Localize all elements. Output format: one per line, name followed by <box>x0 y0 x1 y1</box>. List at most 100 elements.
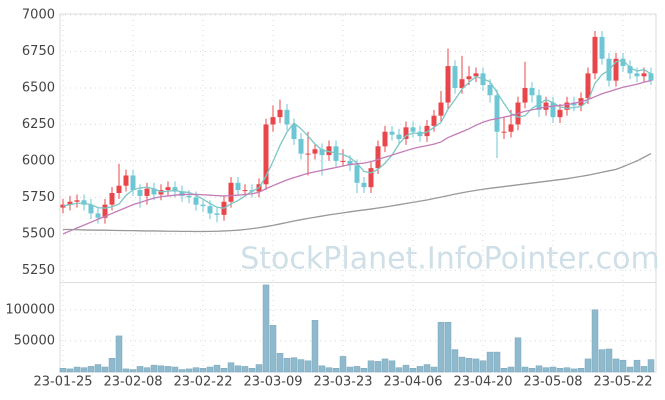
candle-body <box>438 102 444 116</box>
volume-bar <box>318 365 326 373</box>
candle-body <box>207 206 213 214</box>
candle-body <box>648 73 654 81</box>
candle-body <box>347 160 353 166</box>
candle-body <box>277 109 283 118</box>
volume-bar <box>101 366 109 373</box>
candle-body <box>571 102 577 106</box>
candle-body <box>67 201 73 205</box>
volume-bar <box>640 366 648 373</box>
volume-bar <box>395 367 403 373</box>
candle-body <box>130 175 136 191</box>
volume-bar <box>535 365 543 373</box>
candle-body <box>137 190 143 196</box>
volume-bar <box>269 325 277 373</box>
candle-body <box>193 197 199 205</box>
volume-tick-label: 100000 <box>5 302 55 317</box>
volume-bar <box>647 359 655 373</box>
candle-body <box>403 127 409 140</box>
x-tick-label: 23-03-23 <box>313 375 372 390</box>
volume-bar <box>472 358 480 373</box>
volume-bar <box>346 366 354 373</box>
candle-body <box>599 36 605 59</box>
candle-body <box>550 102 556 118</box>
candle-body <box>109 193 115 205</box>
candle-body <box>396 134 402 140</box>
volume-bar <box>325 367 333 373</box>
volume-bar <box>444 321 452 373</box>
volume-bar <box>367 360 375 373</box>
candle-body <box>326 146 332 156</box>
candle-body <box>543 102 549 110</box>
volume-bar <box>514 337 522 373</box>
volume-bar <box>423 364 431 373</box>
candle-body <box>200 204 206 207</box>
candle-body <box>235 182 241 191</box>
volume-bar <box>262 284 270 373</box>
candle-body <box>291 124 297 140</box>
volume-bar <box>59 368 67 373</box>
x-tick-label: 23-02-08 <box>103 375 162 390</box>
volume-bar <box>549 366 557 373</box>
volume-bar <box>563 367 571 373</box>
candle-body <box>452 66 458 88</box>
candle-body <box>522 87 528 103</box>
candle-body <box>382 131 388 147</box>
y-tick-label: 5750 <box>22 190 55 205</box>
candle-body <box>214 213 220 215</box>
volume-bar <box>255 364 263 373</box>
candle-body <box>340 160 346 162</box>
volume-bar <box>521 366 529 373</box>
candle-body <box>95 213 101 218</box>
volume-bar <box>192 367 200 373</box>
volume-bar <box>332 368 340 373</box>
volume-bar <box>500 368 508 373</box>
volume-bar <box>577 368 585 373</box>
volume-bar <box>171 366 179 373</box>
x-tick-label: 23-05-08 <box>523 375 582 390</box>
volume-bar <box>416 366 424 373</box>
volume-bar <box>276 353 284 373</box>
candle-body <box>501 131 507 133</box>
candle-body <box>585 73 591 99</box>
volume-bar <box>542 367 550 373</box>
candle-body <box>354 165 360 183</box>
candle-body <box>431 115 437 126</box>
x-tick-label: 23-02-22 <box>173 375 232 390</box>
volume-bar <box>465 358 473 373</box>
candle-body <box>144 188 150 196</box>
volume-bar <box>157 365 165 373</box>
candle-body <box>494 95 500 132</box>
volume-bar <box>493 351 501 373</box>
candle-body <box>389 131 395 135</box>
volume-bar <box>626 366 634 373</box>
candle-body <box>592 36 598 74</box>
volume-bar <box>227 362 235 373</box>
candle-body <box>81 200 87 205</box>
candle-body <box>151 188 157 195</box>
volume-bar <box>304 360 312 373</box>
candle-body <box>466 76 472 80</box>
candle-body <box>263 124 269 185</box>
candle-body <box>298 139 304 154</box>
volume-bar <box>528 368 536 373</box>
volume-bar <box>297 359 305 373</box>
x-tick-label: 23-03-09 <box>243 375 302 390</box>
volume-bar <box>437 321 445 373</box>
y-tick-label: 6250 <box>22 117 55 132</box>
candle-body <box>459 79 465 88</box>
candle-body <box>410 127 416 132</box>
volume-bar <box>122 368 130 373</box>
candle-body <box>508 124 514 132</box>
candle-body <box>270 117 276 125</box>
volume-bar <box>507 366 515 373</box>
candle-body <box>473 73 479 77</box>
candle-body <box>74 200 80 202</box>
volume-bar <box>584 358 592 373</box>
candle-body <box>228 182 234 202</box>
volume-bar <box>164 366 172 373</box>
volume-bar <box>451 349 459 373</box>
volume-bar <box>458 356 466 373</box>
volume-bar <box>150 364 158 373</box>
y-tick-label: 7000 <box>22 8 55 23</box>
volume-bar <box>108 358 116 373</box>
